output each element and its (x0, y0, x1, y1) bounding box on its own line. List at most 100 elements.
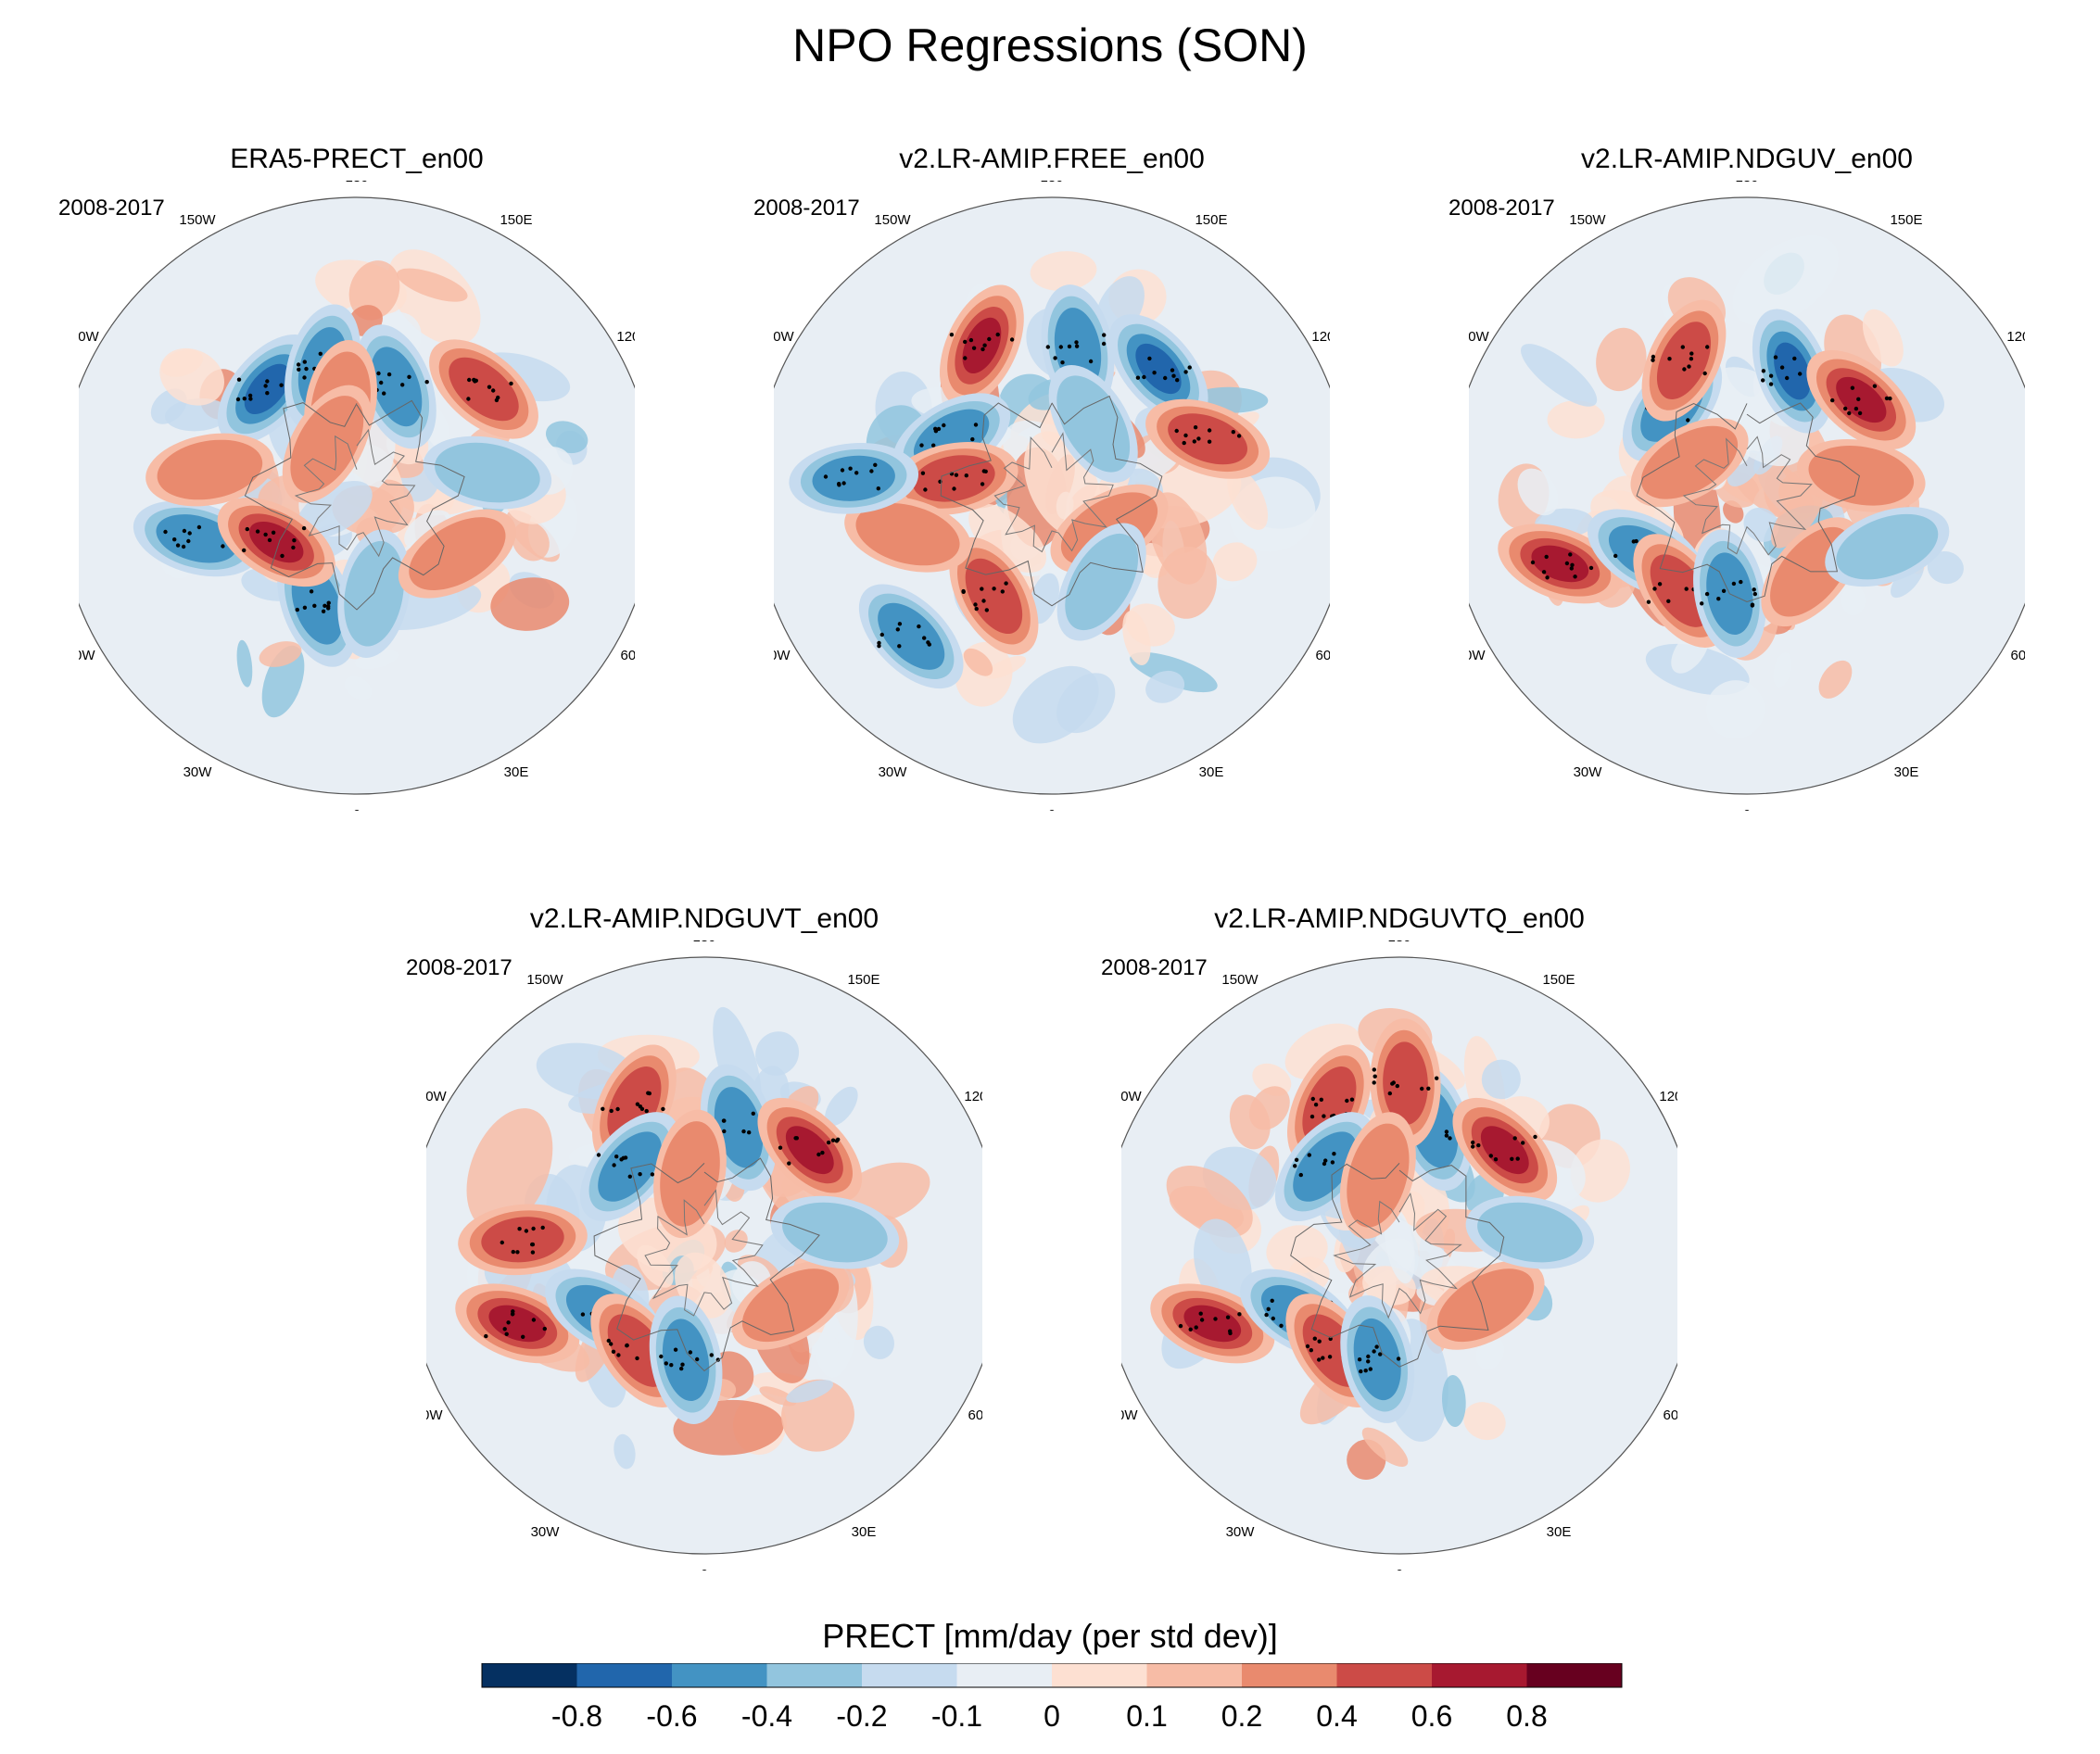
significance-dot (1319, 1097, 1323, 1102)
significance-dot (1368, 1367, 1373, 1371)
coastline (1682, 435, 1813, 556)
significance-dot (1798, 372, 1803, 376)
anomaly-contour (248, 521, 304, 563)
significance-dot (236, 377, 242, 382)
significance-dot (172, 537, 177, 542)
significance-dot (983, 469, 988, 473)
significance-dot (309, 589, 314, 594)
colorbar-swatch (956, 1663, 1053, 1687)
longitude-label: 0 (1048, 807, 1056, 811)
significance-dot (1196, 436, 1201, 441)
significance-dot (1374, 1344, 1379, 1349)
significance-dot (1448, 1136, 1452, 1141)
significance-dot (1332, 1152, 1336, 1156)
map-boundary (774, 196, 1330, 795)
significance-dot (407, 374, 411, 379)
significance-dot (1178, 1323, 1183, 1329)
anomaly-contour (409, 517, 506, 591)
significance-dot (186, 538, 191, 544)
significance-dot (263, 532, 268, 537)
significance-dot (923, 487, 928, 492)
significance-dot (1237, 1312, 1242, 1317)
significance-dot (1372, 1067, 1376, 1072)
longitude-label: 150W (179, 212, 216, 228)
significance-dot (1634, 538, 1638, 544)
significance-dot (474, 378, 478, 383)
significance-dot (830, 1138, 836, 1142)
significance-dot (1705, 345, 1710, 349)
significance-dot (318, 351, 323, 356)
significance-dot (612, 1163, 616, 1167)
significance-dot (1471, 1144, 1475, 1149)
significance-dot (1175, 378, 1180, 383)
significance-dot (823, 474, 829, 479)
significance-dot (1228, 1331, 1233, 1336)
longitude-label: 150E (1890, 212, 1922, 228)
noise-blob (1596, 327, 1647, 392)
noise-blob (985, 655, 1027, 679)
significance-dot (1182, 440, 1186, 446)
significance-dot (669, 1363, 674, 1368)
colorbar-swatch (1336, 1663, 1433, 1687)
significance-dot (942, 423, 946, 428)
noise-blob (1029, 573, 1059, 625)
significance-dot (1444, 1133, 1449, 1138)
coastline (1636, 402, 1860, 603)
noise-blob (1212, 542, 1258, 582)
significance-dot (1761, 378, 1765, 383)
significance-dot (1327, 1355, 1333, 1359)
longitude-label: 60W (426, 1407, 443, 1423)
significance-dot (1488, 1154, 1493, 1158)
significance-dot (1317, 1339, 1322, 1344)
longitude-label: 120E (964, 1089, 982, 1104)
significance-dot (1689, 351, 1694, 356)
longitude-label: 60W (79, 648, 95, 663)
panel-title: v2.LR-AMIP.NDGUVT_en00 (529, 903, 879, 934)
anomaly-contour (1656, 322, 1712, 399)
colorbar-tick-label: 0.1 (1126, 1699, 1167, 1733)
significance-dot (1309, 1114, 1315, 1119)
significance-dot (1321, 1356, 1325, 1360)
significance-dot (1183, 433, 1188, 438)
noise-blob (968, 503, 1046, 573)
significance-dot (1330, 1160, 1335, 1165)
colorbar-tick-label: 0.8 (1506, 1699, 1547, 1733)
anomaly-contour (662, 1319, 710, 1402)
longitude-label: 30W (1226, 1524, 1256, 1540)
significance-dot (1657, 582, 1663, 587)
significance-dot (1171, 373, 1176, 378)
significance-dot (1686, 418, 1690, 423)
coastline (993, 432, 1114, 553)
significance-dot (382, 391, 386, 396)
significance-dot (973, 423, 979, 427)
significance-dot (848, 466, 853, 471)
significance-dot (1199, 1318, 1205, 1322)
longitude-label: 150W (874, 212, 911, 228)
significance-dot (1074, 340, 1079, 345)
map-panel: ERA5-PRECT_en00 2008-2017 180150E120E90E… (42, 144, 672, 811)
anomaly-contour (1650, 554, 1711, 627)
significance-dot (1568, 552, 1573, 557)
significance-dot (1750, 603, 1755, 608)
significance-dot (491, 388, 496, 393)
significance-dot (1366, 1359, 1371, 1364)
anomaly-contour (598, 1131, 662, 1202)
longitude-label: 120W (79, 329, 100, 345)
significance-dot (679, 1366, 684, 1371)
significance-dot (1541, 570, 1547, 574)
significance-dot (1102, 333, 1107, 337)
anomaly-contour (962, 317, 1002, 374)
noise-blob (863, 1325, 894, 1359)
significance-dot (1856, 397, 1861, 401)
significance-dot (722, 1118, 727, 1123)
longitude-label: 0 (1396, 1567, 1403, 1571)
significance-dot (540, 1225, 545, 1230)
significance-dot (487, 385, 492, 389)
significance-dot (1573, 574, 1577, 579)
significance-dot (1700, 601, 1704, 606)
significance-dot (1847, 410, 1852, 416)
colorbar-swatch (672, 1663, 767, 1687)
noise-blob (637, 1244, 674, 1288)
significance-dot (1305, 1344, 1310, 1349)
significance-dot (500, 1240, 504, 1245)
